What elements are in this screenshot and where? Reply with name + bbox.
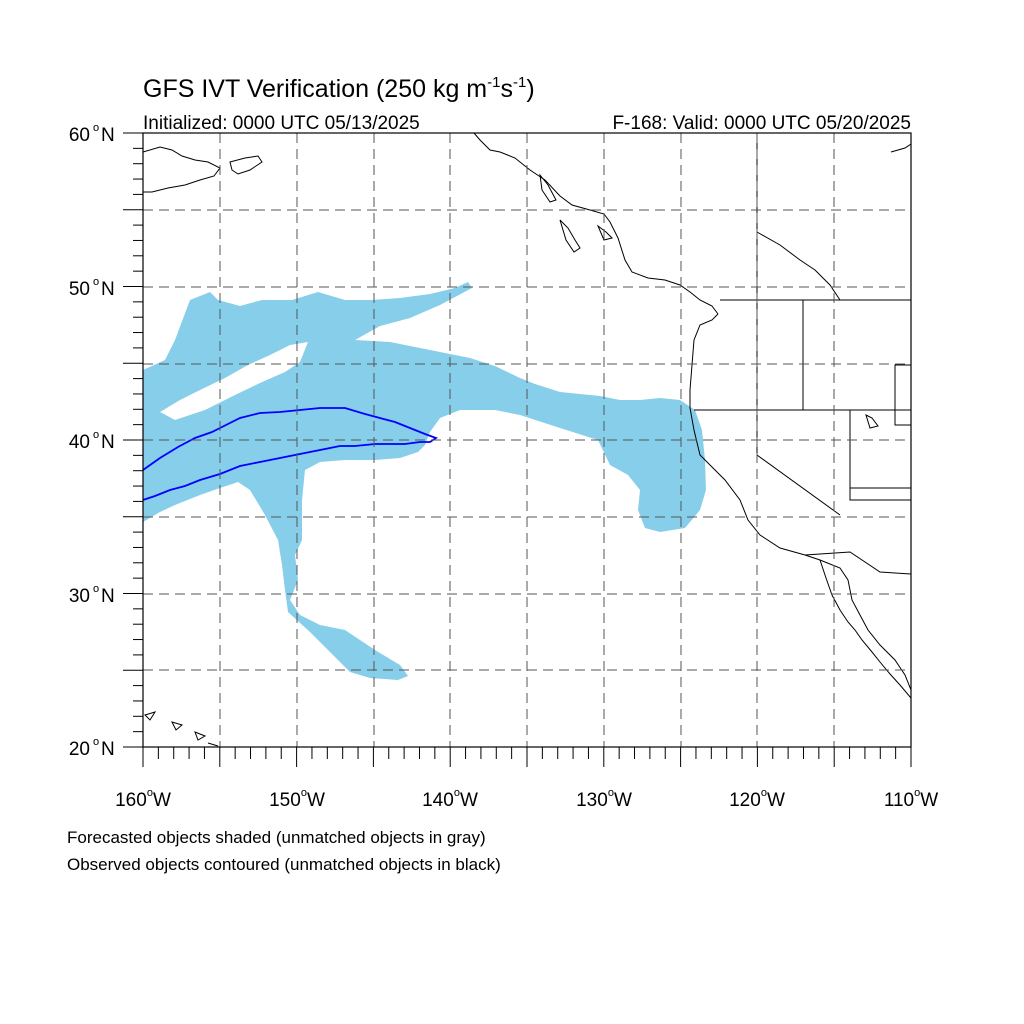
valid-time: F-168: Valid: 0000 UTC 05/20/2025 <box>612 113 911 134</box>
lat-label-60-deg: o <box>93 122 99 134</box>
figure-title: GFS IVT Verification (250 kg m-1s-1) <box>143 74 535 103</box>
coast-bc-inland <box>756 231 841 301</box>
coast-kodiak <box>229 155 263 175</box>
coast-se-alaska <box>473 133 719 315</box>
grid-lines <box>143 133 911 747</box>
lat-label-20-hemi: N <box>101 739 115 760</box>
lat-label-50-deg: o <box>93 276 99 288</box>
lon-label-140: 140oW <box>422 787 478 811</box>
lon-label-130: 130oW <box>576 787 632 811</box>
lat-label-60-hemi: N <box>101 125 115 146</box>
init-time: Initialized: 0000 UTC 05/13/2025 <box>143 113 420 134</box>
lat-label-40-deg: o <box>93 429 99 441</box>
coast-alaska-peninsula <box>143 146 221 193</box>
coast-bc-islands <box>539 173 613 253</box>
lat-label-60: 60 <box>69 125 90 146</box>
lat-label-20: 20 <box>69 739 90 760</box>
coast-great-salt-lake <box>865 414 879 429</box>
border-state-5 <box>849 410 911 501</box>
lat-label-40-hemi: N <box>101 432 115 453</box>
coast-top-right <box>890 143 911 153</box>
lat-label-40: 40 <box>69 432 90 453</box>
note-observed: Observed objects contoured (unmatched ob… <box>67 855 501 874</box>
border-state-6 <box>894 364 911 426</box>
coast-west-us <box>689 313 911 691</box>
coast-baja <box>819 559 911 699</box>
coastlines <box>143 133 911 747</box>
lat-label-30: 30 <box>69 586 90 607</box>
axis-ticks <box>123 132 912 767</box>
lat-label-50: 50 <box>69 279 90 300</box>
border-state-3 <box>756 133 841 516</box>
border-mexico <box>804 551 911 575</box>
lat-label-30-deg: o <box>93 583 99 595</box>
coast-hawaii <box>144 711 219 747</box>
lat-label-50-hemi: N <box>101 279 115 300</box>
lon-label-120: 120oW <box>729 787 785 811</box>
forecast-object-main <box>143 282 706 680</box>
lat-label-20-deg: o <box>93 736 99 748</box>
lat-labels: 60 o N 50 o N 40 o N 30 o N 20 o N <box>69 122 115 760</box>
lon-label-150: 150oW <box>269 787 325 811</box>
forecast-objects <box>143 282 706 680</box>
lon-label-110: 110oW <box>884 787 938 811</box>
note-forecast: Forecasted objects shaded (unmatched obj… <box>67 828 486 847</box>
lat-label-30-hemi: N <box>101 586 115 607</box>
lon-labels: 160oW 150oW 140oW 130oW 120oW 110oW <box>115 787 938 811</box>
lon-label-160: 160oW <box>115 787 171 811</box>
